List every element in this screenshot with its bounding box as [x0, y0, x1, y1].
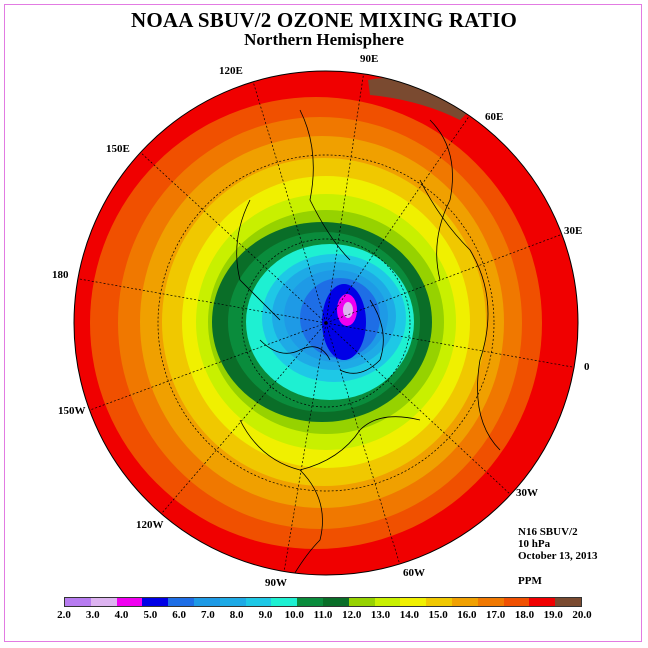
legend-swatch: [271, 598, 298, 606]
legend-tick-label: 18.0: [514, 609, 535, 621]
legend-tick-label: 19.0: [543, 609, 563, 621]
legend-swatch: [322, 598, 349, 606]
legend-tick-label: 13.0: [370, 609, 391, 621]
instrument-label: N16 SBUV/2: [518, 526, 578, 538]
coastlines: [236, 109, 501, 575]
legend-swatch: [65, 598, 91, 606]
map-boundary: [73, 70, 579, 576]
lon-label-150e: 150E: [106, 143, 130, 155]
legend-tick-label: 12.0: [342, 609, 362, 621]
legend-ticks: 2.0 3.0 4.0 5.0 6.0 7.0 8.0 9.0 10.0 11.0 12.0 13.0…: [54, 609, 594, 623]
lon-label-180: 180: [52, 269, 69, 281]
legend-tick-label: 4.0: [114, 609, 129, 621]
legend-tick-label: 7.0: [201, 609, 215, 621]
legend-swatch: [374, 598, 401, 606]
lon-label-120e: 120E: [219, 65, 243, 77]
legend-swatch: [219, 598, 246, 606]
legend-swatch: [426, 598, 452, 606]
legend-tick-label: 16.0: [457, 609, 477, 621]
units-label: PPM: [518, 575, 542, 587]
legend-tick-label: 3.0: [85, 609, 100, 621]
legend-swatch: [400, 598, 427, 606]
legend-tick-label: 11.0: [313, 609, 333, 621]
legend-swatch: [503, 598, 530, 606]
lon-label-120w: 120W: [136, 519, 164, 531]
observation-date: October 13, 2013: [518, 550, 598, 562]
legend-swatch: [451, 598, 478, 606]
legend-swatch: [477, 598, 504, 606]
legend-tick-label: 6.0: [172, 609, 186, 621]
lon-label-90e: 90E: [360, 53, 378, 65]
legend-swatch: [142, 598, 169, 606]
legend-tick-label: 15.0: [428, 609, 448, 621]
legend-tick-label: 10.0: [284, 609, 304, 621]
lon-label-30w: 30W: [516, 487, 538, 499]
legend-tick-label: 8.0: [229, 609, 244, 621]
legend-swatch: [529, 598, 556, 606]
page-subtitle: Northern Hemisphere: [244, 30, 404, 49]
legend-swatch: [348, 598, 375, 606]
legend-tick-label: 5.0: [143, 609, 158, 621]
longitude-labels: 120E 90E 60E 150E 30E 180 0 150W 30W 120…: [52, 53, 590, 589]
legend-tick-label: 20.0: [572, 609, 592, 621]
legend-swatch: [297, 598, 323, 606]
legend-tick-label: 2.0: [57, 609, 71, 621]
lon-label-0: 0: [584, 361, 590, 373]
legend-tick-label: 17.0: [486, 609, 506, 621]
pressure-level: 10 hPa: [518, 538, 551, 550]
lon-label-150w: 150W: [58, 405, 86, 417]
legend-swatch: [245, 598, 272, 606]
legend-swatch: [116, 598, 143, 606]
contour-field: [74, 71, 578, 575]
figure-frame: [4, 4, 642, 642]
lon-label-90w: 90W: [265, 577, 287, 589]
legend-tick-label: 9.0: [258, 609, 273, 621]
legend-swatch: [555, 598, 581, 606]
lon-label-30e: 30E: [564, 225, 582, 237]
color-legend: [64, 597, 582, 607]
page-title: NOAA SBUV/2 OZONE MIXING RATIO: [131, 8, 517, 32]
legend-tick-label: 14.0: [399, 609, 419, 621]
graticule: [74, 71, 578, 573]
legend-swatch: [168, 598, 194, 606]
legend-swatch: [193, 598, 220, 606]
legend-swatch: [90, 598, 117, 606]
lon-label-60e: 60E: [485, 111, 503, 123]
lon-label-60w: 60W: [403, 567, 425, 579]
